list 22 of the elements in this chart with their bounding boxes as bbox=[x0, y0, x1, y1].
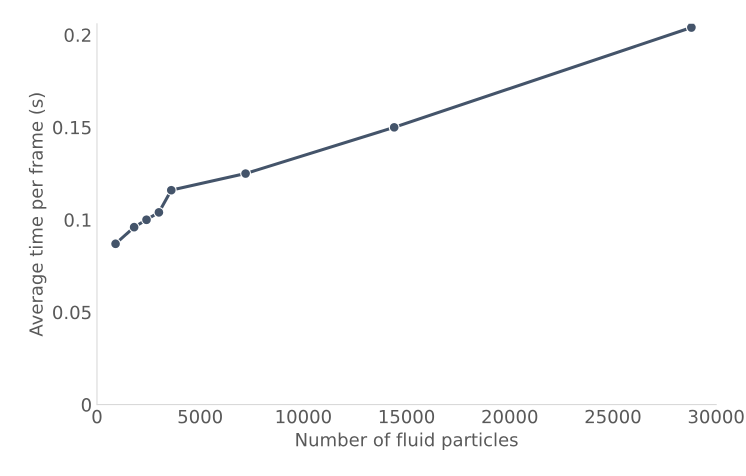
x-tick-label: 25000 bbox=[586, 410, 640, 424]
x-tick-label: 5000 bbox=[178, 410, 222, 424]
x-tick-label: 10000 bbox=[276, 410, 331, 424]
point bbox=[388, 122, 400, 133]
y-tick-label: 0 bbox=[82, 398, 91, 412]
x-axis-title: Number of fluid particles bbox=[296, 432, 518, 450]
point bbox=[240, 168, 251, 179]
point bbox=[128, 222, 140, 233]
point bbox=[154, 206, 164, 218]
y-tick-label: 0.1 bbox=[64, 213, 90, 227]
y-axis-title: Average time per frame (s) bbox=[28, 93, 46, 337]
y-tick-label: 0.05 bbox=[53, 306, 91, 320]
x-tick-label: 15000 bbox=[380, 410, 434, 424]
point bbox=[141, 214, 152, 226]
point bbox=[686, 24, 697, 33]
y-tick-label: 0.15 bbox=[53, 120, 91, 134]
point bbox=[110, 238, 121, 250]
point bbox=[166, 184, 177, 196]
y-tick-label: 0.2 bbox=[64, 28, 90, 42]
x-tick-label: 0 bbox=[92, 410, 102, 424]
x-tick-label: 20000 bbox=[482, 410, 538, 424]
x-tick-label: 30000 bbox=[688, 410, 744, 424]
